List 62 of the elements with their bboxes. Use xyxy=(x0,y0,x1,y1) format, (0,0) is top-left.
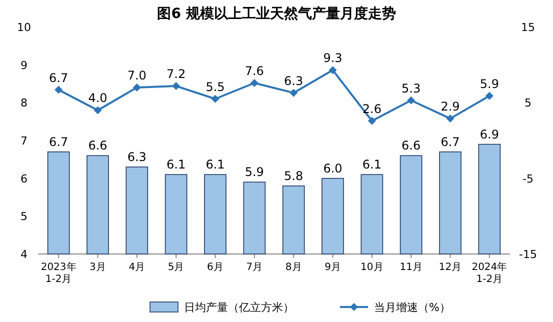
point xyxy=(328,66,337,74)
point xyxy=(94,106,102,114)
x-tick-label: 2023年 1-2月 xyxy=(40,261,76,285)
x-tick-label: 7月 xyxy=(246,262,263,273)
data-label: 2.6 xyxy=(362,102,382,116)
point xyxy=(250,78,258,87)
point xyxy=(211,94,220,103)
y-tick-label: 6 xyxy=(20,172,28,186)
point xyxy=(172,82,180,90)
x-tick-label: 3月 xyxy=(90,262,106,273)
y-tick-label: 9 xyxy=(20,58,28,72)
data-label: 7.0 xyxy=(127,68,146,83)
data-label: 7.2 xyxy=(166,67,186,82)
x-tick-label: 11月 xyxy=(400,262,422,273)
data-label: 6.6 xyxy=(402,138,421,153)
data-label: 5.5 xyxy=(206,80,225,94)
data-label: 2.9 xyxy=(440,100,460,114)
data-label: 6.7 xyxy=(440,134,460,149)
data-label: 6.6 xyxy=(88,138,108,153)
y2-tick-label: 15 xyxy=(521,21,535,34)
y2-tick-label: -5 xyxy=(522,172,534,186)
point xyxy=(446,114,454,123)
data-label: 4.0 xyxy=(88,91,108,106)
data-label: 5.3 xyxy=(402,81,421,96)
data-label: 7.6 xyxy=(244,64,264,78)
point xyxy=(132,84,141,92)
y2-tick-label: -15 xyxy=(519,248,537,261)
data-label: 6.3 xyxy=(284,74,304,88)
x-tick-label: 6月 xyxy=(207,262,224,273)
y-tick-label: 5 xyxy=(20,210,28,224)
y-tick-label: 7 xyxy=(20,134,28,148)
chart-title: 图6 规模以上工业天然气产量月度走势 xyxy=(157,5,396,22)
data-label: 9.3 xyxy=(323,51,342,66)
data-label: 5.9 xyxy=(480,76,499,91)
data-label: 6.1 xyxy=(362,158,382,172)
x-tick-label: 10月 xyxy=(360,262,384,273)
x-tick-label: 2024年 1-2月 xyxy=(472,261,508,285)
x-tick-label: 12月 xyxy=(438,262,462,273)
point xyxy=(290,88,298,97)
point xyxy=(54,86,63,94)
x-tick-label: 8月 xyxy=(285,262,302,273)
x-tick-label: 5月 xyxy=(168,262,184,273)
point xyxy=(485,92,494,100)
x-tick-label: 4月 xyxy=(128,262,146,273)
y-tick-label: 8 xyxy=(20,96,28,110)
data-label: 5.8 xyxy=(284,168,304,183)
data-label: 6.9 xyxy=(480,127,499,142)
y2-tick-label: 5 xyxy=(524,96,532,110)
y-tick-label: 4 xyxy=(20,248,28,261)
point xyxy=(368,116,376,125)
legend-label: 日均产量（亿立方米） xyxy=(184,301,294,314)
data-label: 6.1 xyxy=(166,158,186,172)
legend-label: 当月增速（%） xyxy=(374,301,450,314)
data-label: 6.1 xyxy=(206,158,225,172)
data-label: 6.0 xyxy=(323,161,342,176)
data-label: 5.9 xyxy=(244,165,264,180)
data-label: 6.7 xyxy=(49,70,68,85)
y-tick-label: 10 xyxy=(17,21,31,34)
x-tick-label: 9月 xyxy=(324,262,341,273)
data-label: 6.3 xyxy=(127,150,146,164)
point xyxy=(407,96,416,104)
data-label: 6.7 xyxy=(49,134,68,149)
